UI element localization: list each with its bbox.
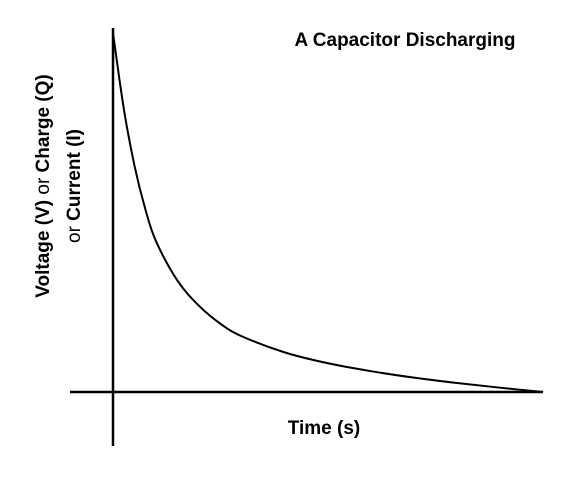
data-point-0-2 (134, 165, 136, 167)
data-point-0-4 (155, 240, 157, 242)
y-label-voltage: Voltage (V) (33, 200, 54, 298)
y-label-current: Current (I) (64, 129, 85, 221)
y-label-charge: Charge (Q) (33, 74, 54, 172)
y-label-or-2: or (64, 221, 85, 243)
y-axis-label-line2: or Current (I) (64, 129, 85, 243)
data-point-0-7 (220, 323, 222, 325)
data-point-0-15 (542, 391, 544, 393)
chart-title: A Capacitor Discharging (294, 30, 515, 51)
data-point-0-13 (456, 382, 458, 384)
data-point-0-10 (327, 362, 329, 364)
data-point-0-8 (241, 335, 243, 337)
x-axis-label: Time (s) (288, 418, 361, 439)
y-label-or-1: or (33, 172, 54, 199)
data-point-0-14 (499, 387, 501, 389)
data-point-0-6 (198, 305, 200, 307)
series-layer (112, 32, 544, 393)
data-point-0-11 (370, 370, 372, 372)
series-line-0 (112, 32, 544, 393)
data-point-0-12 (413, 377, 415, 379)
axes (70, 28, 543, 446)
y-axis-label-line1: Voltage (V) or Charge (Q) (33, 74, 54, 297)
data-point-0-9 (284, 352, 286, 354)
data-point-0-5 (177, 280, 179, 282)
data-point-0-0 (112, 32, 114, 34)
data-point-0-3 (144, 208, 146, 210)
data-point-0-1 (123, 107, 125, 109)
